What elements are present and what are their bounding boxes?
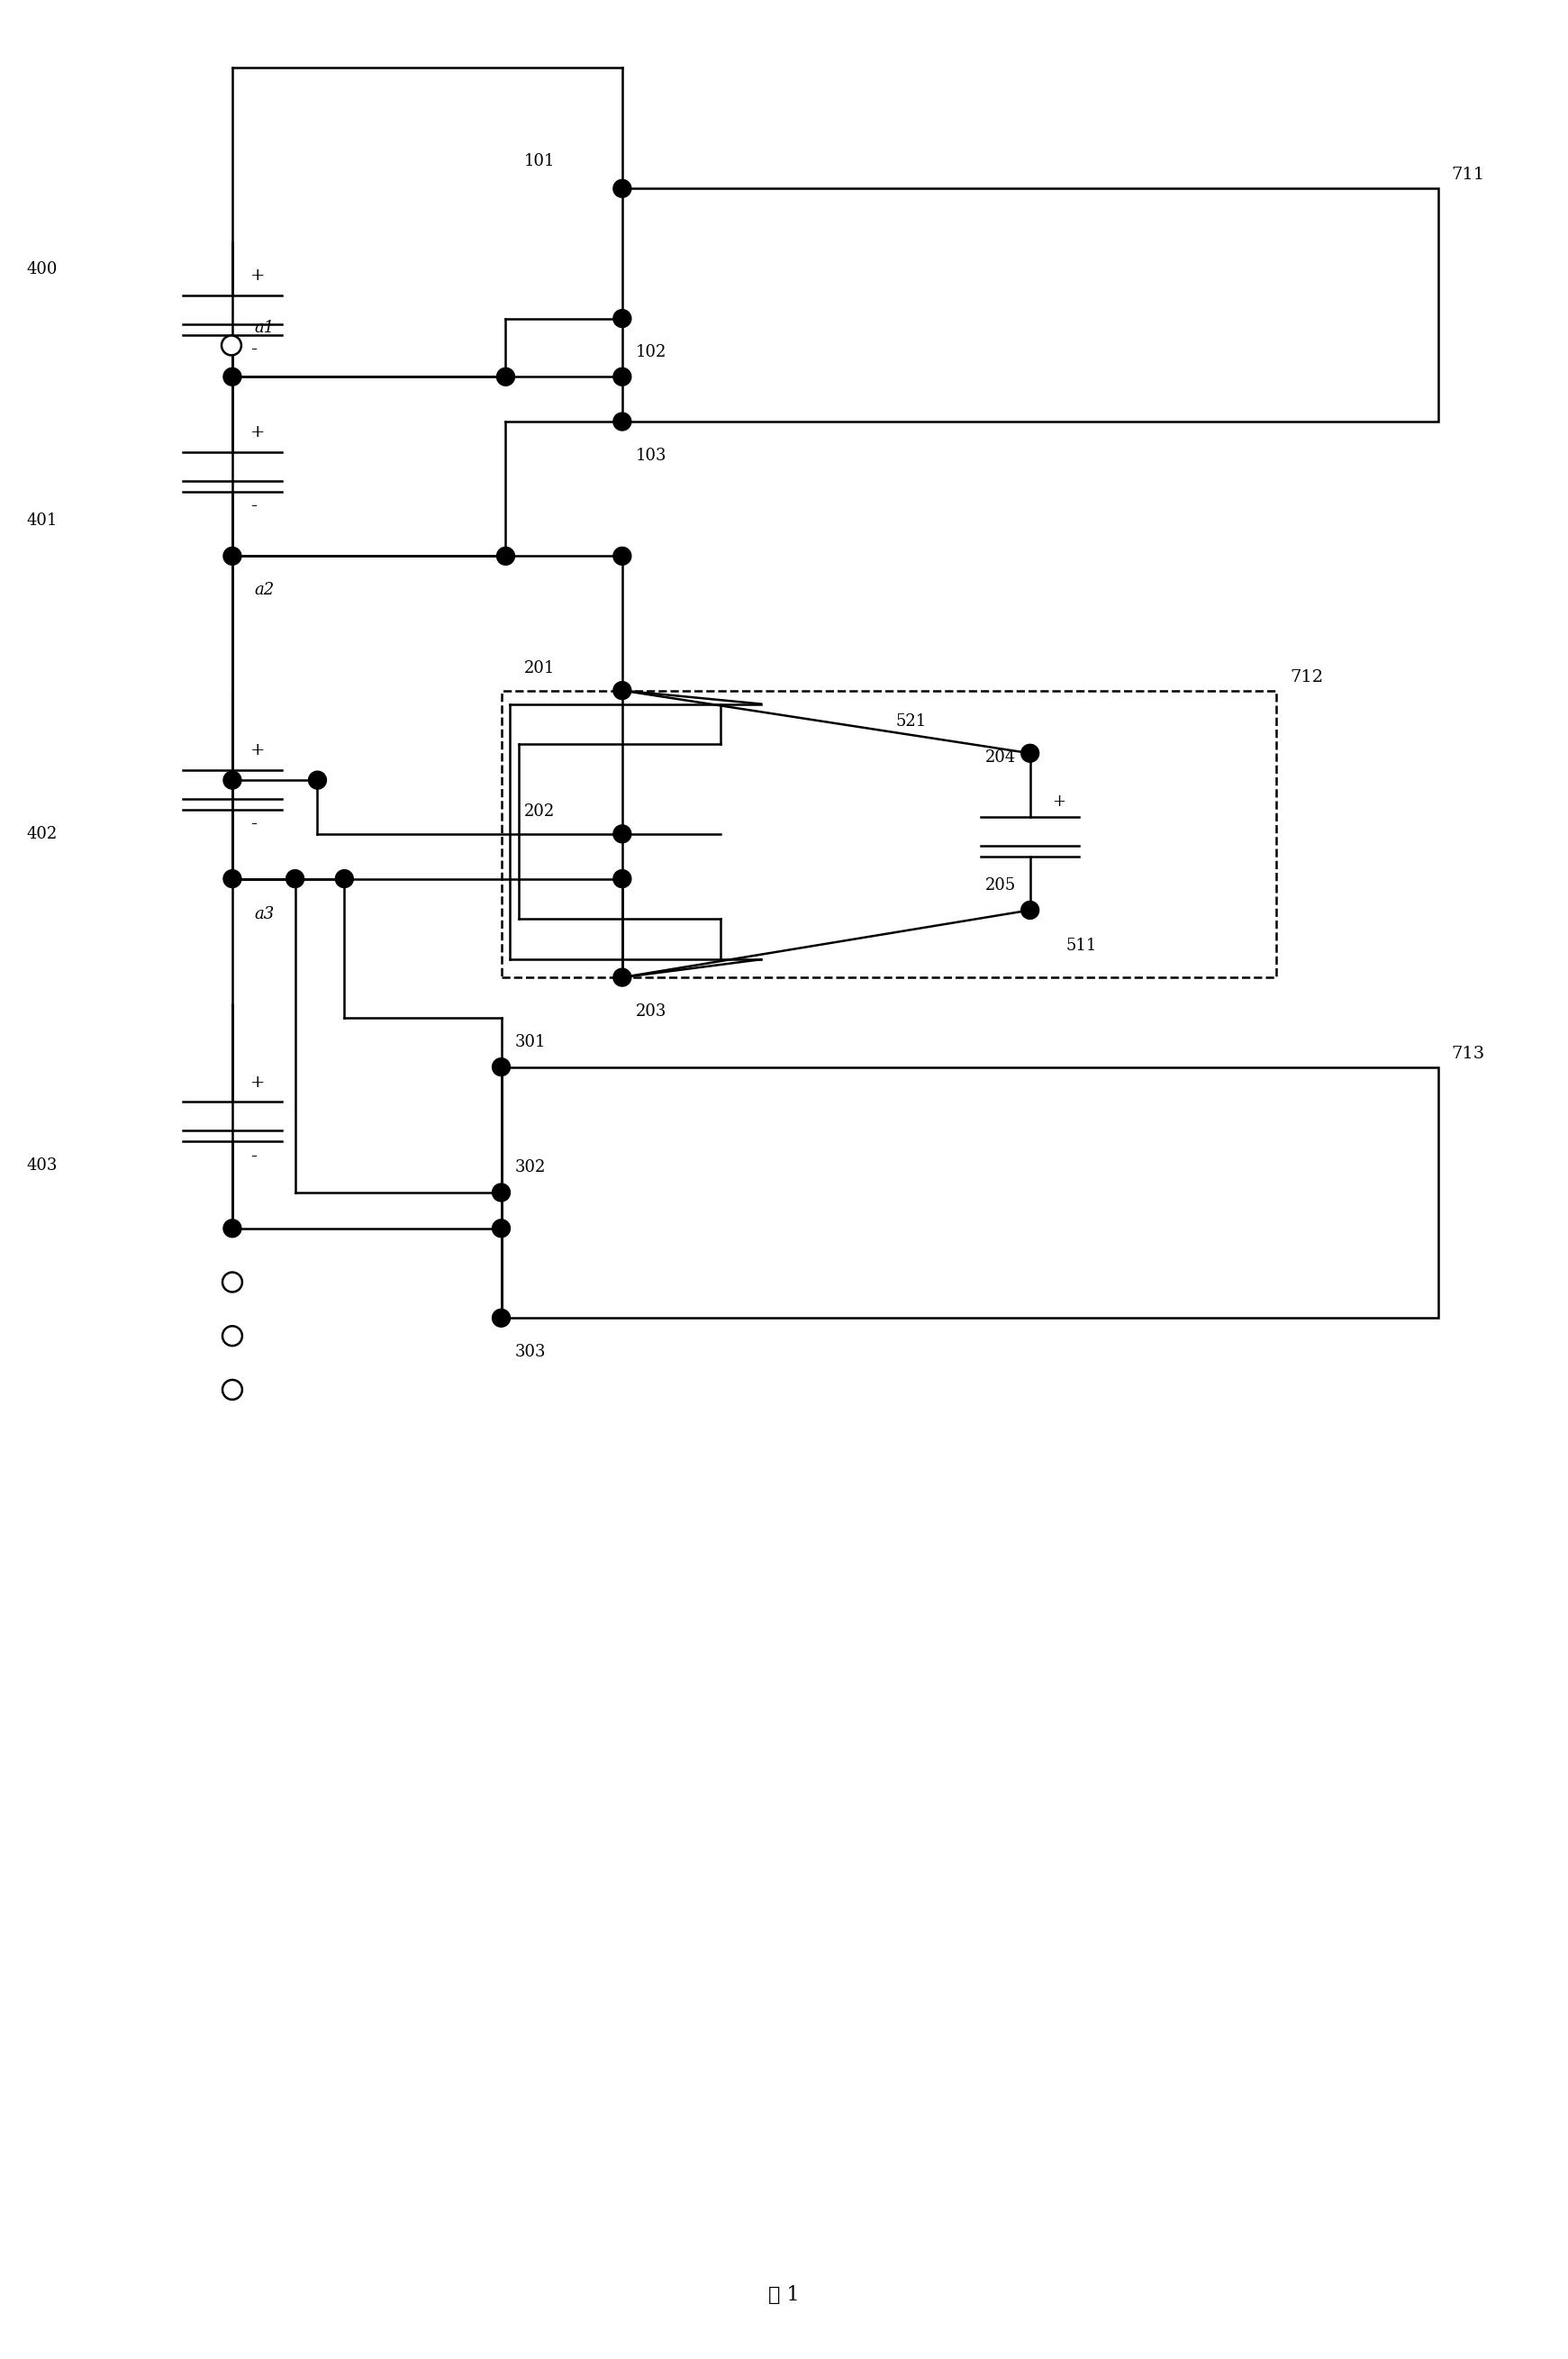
Text: 712: 712 (1290, 670, 1323, 684)
Bar (622, 189, 1438, 422)
Text: a3: a3 (254, 906, 274, 922)
Circle shape (223, 1326, 241, 1345)
Text: -: - (251, 816, 257, 833)
Text: 400: 400 (27, 262, 56, 278)
Text: 103: 103 (635, 448, 666, 465)
Text: 713: 713 (1452, 1045, 1485, 1062)
Circle shape (613, 682, 632, 701)
Circle shape (223, 547, 241, 566)
Circle shape (492, 1220, 510, 1238)
Circle shape (492, 1184, 510, 1201)
Text: -: - (251, 340, 257, 359)
Bar (502, 1066, 1438, 1319)
Circle shape (223, 771, 241, 790)
Text: 403: 403 (27, 1158, 56, 1175)
Text: 521: 521 (895, 715, 927, 729)
Circle shape (613, 870, 632, 887)
Text: 203: 203 (635, 1003, 666, 1019)
Text: 303: 303 (514, 1345, 546, 1361)
Bar (502, 691, 1276, 977)
Text: 402: 402 (27, 826, 56, 842)
Text: a2: a2 (254, 583, 274, 599)
Text: 202: 202 (524, 804, 555, 819)
Circle shape (1021, 745, 1040, 762)
Circle shape (613, 309, 632, 328)
Circle shape (223, 1380, 241, 1399)
Text: a1: a1 (254, 318, 274, 335)
Text: 401: 401 (27, 512, 56, 528)
Circle shape (223, 1220, 241, 1238)
Circle shape (492, 1059, 510, 1076)
Circle shape (223, 368, 241, 387)
Text: 102: 102 (635, 344, 666, 361)
Text: 711: 711 (1452, 167, 1485, 184)
Circle shape (613, 826, 632, 842)
Text: 205: 205 (985, 878, 1016, 894)
Text: +: + (251, 743, 265, 760)
Text: +: + (251, 267, 265, 283)
Text: 101: 101 (524, 153, 555, 170)
Circle shape (613, 547, 632, 566)
Circle shape (336, 870, 353, 887)
Circle shape (223, 1272, 241, 1293)
Text: 301: 301 (514, 1033, 546, 1050)
Circle shape (309, 771, 326, 790)
Circle shape (285, 870, 304, 887)
Circle shape (221, 335, 241, 356)
Text: 201: 201 (524, 661, 555, 677)
Text: 204: 204 (985, 750, 1016, 767)
Circle shape (492, 1309, 510, 1328)
Circle shape (1021, 901, 1040, 920)
Circle shape (613, 368, 632, 387)
Text: 511: 511 (1066, 939, 1098, 953)
Circle shape (613, 970, 632, 986)
Circle shape (497, 368, 514, 387)
Text: 图 1: 图 1 (768, 2286, 800, 2305)
Text: +: + (1052, 793, 1066, 809)
Circle shape (613, 179, 632, 198)
Text: +: + (251, 1073, 265, 1090)
Text: -: - (251, 498, 257, 514)
Circle shape (613, 413, 632, 432)
Circle shape (223, 870, 241, 887)
Text: 302: 302 (514, 1158, 546, 1175)
Text: +: + (251, 425, 265, 441)
Text: -: - (251, 1146, 257, 1165)
Circle shape (497, 547, 514, 566)
